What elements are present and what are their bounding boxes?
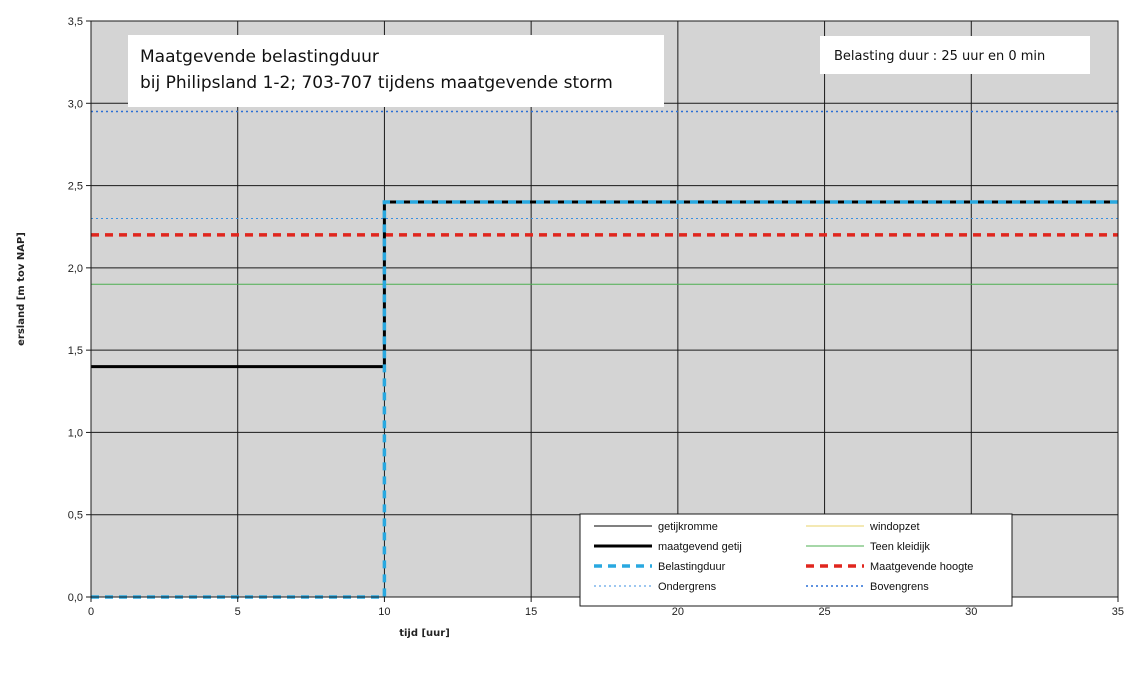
y-tick-label: 0,5 (68, 510, 83, 522)
y-tick-label: 1,0 (68, 427, 83, 439)
legend-label: windopzet (869, 521, 920, 533)
belasting-duur-annotation: Belasting duur : 25 uur en 0 min (834, 49, 1045, 64)
legend-box (579, 513, 1013, 607)
y-tick-label: 3,5 (68, 16, 83, 28)
x-tick-label: 5 (235, 606, 241, 618)
legend-label: maatgevend getij (658, 541, 742, 553)
chart-title: Maatgevende belastingduur (140, 47, 379, 67)
plot-area (91, 21, 1118, 597)
x-tick-label: 0 (88, 606, 94, 618)
y-tick-label: 1,5 (68, 345, 83, 357)
x-tick-label: 25 (818, 606, 830, 618)
x-tick-label: 35 (1112, 606, 1124, 618)
x-tick-label: 15 (525, 606, 537, 618)
x-tick-label: 10 (378, 606, 390, 618)
legend-label: Teen kleidijk (870, 541, 930, 553)
y-axis-label: ersland [m tov NAP] (16, 232, 27, 346)
legend: getijkromme windopzet maatgevend getij Teen… (579, 513, 1013, 607)
x-tick-label: 30 (965, 606, 977, 618)
legend-label: Bovengrens (870, 581, 929, 593)
grid (90, 20, 1119, 598)
y-tick-label: 2,5 (68, 181, 83, 193)
y-tick-label: 2,0 (68, 263, 83, 275)
y-tick-label: 0,0 (68, 592, 83, 604)
x-tick-label: 20 (672, 606, 684, 618)
legend-label: getijkromme (658, 521, 718, 533)
annotation-box: Belasting duur : 25 uur en 0 min (820, 36, 1090, 74)
title-box: Maatgevende belastingduur bij Philipslan… (128, 35, 664, 107)
chart-subtitle: bij Philipsland 1-2; 703-707 tijdens maa… (140, 73, 613, 93)
x-axis-label: tijd [uur] (399, 628, 450, 639)
legend-label: Maatgevende hoogte (870, 561, 973, 573)
legend-label: Ondergrens (658, 581, 717, 593)
y-tick-label: 3,0 (68, 98, 83, 110)
legend-label: Belastingduur (658, 561, 726, 573)
